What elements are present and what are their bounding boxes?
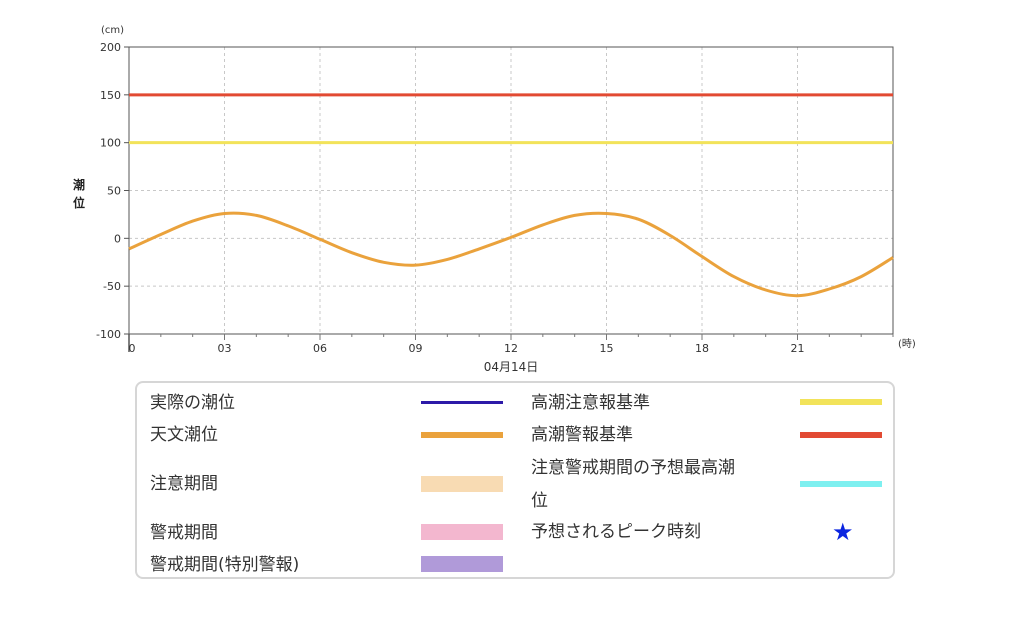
y-tick-label: 0 bbox=[114, 232, 121, 245]
legend-item-astronomical-tide: 天文潮位 bbox=[150, 420, 218, 451]
legend-label-predicted-max-tide-line1: 注意警戒期間の予想最高潮 bbox=[531, 458, 735, 478]
x-axis-ticks: 0 03 06 09 12 15 18 21 bbox=[128, 334, 894, 355]
y-axis-label-char-2: 位 bbox=[73, 195, 85, 210]
y-tick-label: 50 bbox=[107, 185, 121, 198]
legend-swatch-special-warning-period bbox=[421, 556, 503, 572]
y-tick-label: -100 bbox=[96, 328, 121, 341]
y-axis-ticks: 200 150 100 50 0 -50 -100 bbox=[96, 41, 129, 341]
legend-swatch-actual-tide bbox=[421, 401, 503, 404]
y-tick-label: -50 bbox=[103, 280, 121, 293]
x-tick-label: 0 bbox=[129, 342, 136, 355]
astronomical-tide-line bbox=[128, 211, 894, 298]
legend-label-actual-tide: 実際の潮位 bbox=[150, 393, 235, 413]
legend-swatch-caution-period bbox=[421, 476, 503, 492]
x-tick-label: 15 bbox=[600, 342, 614, 355]
legend-swatch-predicted-max-tide bbox=[800, 481, 882, 487]
legend-label-caution-period: 注意期間 bbox=[150, 474, 218, 494]
legend-item-caution-period: 注意期間 bbox=[150, 469, 218, 500]
grid-lines bbox=[129, 47, 893, 334]
legend-item-warning-level: 高潮警報基準 bbox=[531, 420, 633, 451]
legend-swatch-astronomical-tide bbox=[421, 432, 503, 438]
y-tick-label: 100 bbox=[100, 137, 121, 150]
legend-swatch-advisory-level bbox=[800, 399, 882, 405]
x-tick-label: 12 bbox=[504, 342, 518, 355]
legend-swatch-warning-level bbox=[800, 432, 882, 438]
threshold-lines bbox=[129, 93, 893, 145]
y-axis-unit: (cm) bbox=[101, 25, 124, 36]
legend-label-advisory-level: 高潮注意報基準 bbox=[531, 393, 650, 413]
legend-label-special-warning-period: 警戒期間(特別警報) bbox=[150, 555, 300, 575]
legend-label-warning-level: 高潮警報基準 bbox=[531, 425, 633, 445]
legend-item-warning-period: 警戒期間 bbox=[150, 518, 218, 549]
legend-label-peak-time: 予想されるピーク時刻 bbox=[531, 522, 701, 542]
legend-item-special-warning-period: 警戒期間(特別警報) bbox=[150, 550, 299, 581]
legend-item-predicted-max-tide: 注意警戒期間の予想最高潮 位 bbox=[531, 453, 735, 517]
y-tick-label: 200 bbox=[100, 41, 121, 54]
legend-swatch-warning-period bbox=[421, 524, 503, 540]
x-tick-label: 21 bbox=[791, 342, 805, 355]
x-tick-label: 06 bbox=[313, 342, 327, 355]
tide-chart: 200 150 100 50 0 -50 -100 0 03 06 09 12 15 18 21 (cm)… bbox=[73, 25, 916, 374]
legend-item-advisory-level: 高潮注意報基準 bbox=[531, 388, 650, 419]
date-label: 04月14日 bbox=[484, 360, 539, 374]
legend-item-actual-tide: 実際の潮位 bbox=[150, 388, 235, 419]
legend-label-warning-period: 警戒期間 bbox=[150, 523, 218, 543]
y-tick-label: 150 bbox=[100, 89, 121, 102]
legend-label-astronomical-tide: 天文潮位 bbox=[150, 425, 218, 445]
legend-item-peak-time: 予想されるピーク時刻 bbox=[531, 517, 701, 548]
x-tick-label: 18 bbox=[695, 342, 709, 355]
legend: 実際の潮位 天文潮位 注意期間 警戒期間 警戒期間(特別警報) 高潮注意報基準 … bbox=[135, 381, 895, 579]
x-tick-label: 09 bbox=[409, 342, 423, 355]
legend-label-predicted-max-tide-line2: 位 bbox=[531, 491, 548, 511]
star-icon: ★ bbox=[832, 518, 854, 546]
x-tick-label: 03 bbox=[218, 342, 232, 355]
y-axis-label-char-1: 潮 bbox=[73, 177, 85, 192]
x-axis-unit: (時) bbox=[898, 338, 916, 350]
